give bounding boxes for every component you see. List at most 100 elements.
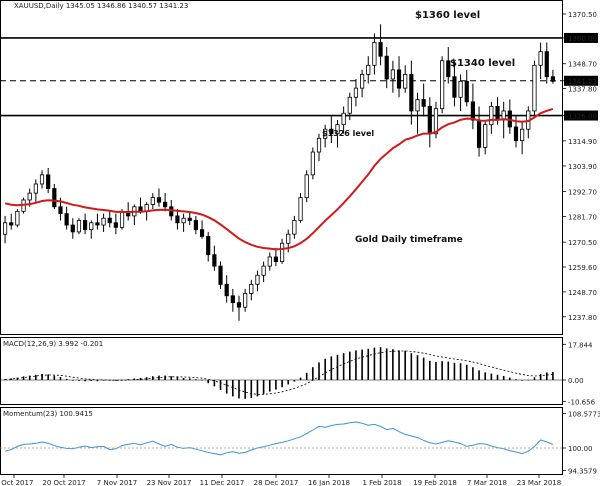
macd-bar [343, 353, 345, 380]
x-tick-label: 23 Nov 2017 [147, 479, 192, 486]
candle-body [114, 223, 117, 228]
y-tick-label: 1292.70 [568, 189, 597, 197]
candle-body [477, 120, 480, 147]
macd-bar [41, 374, 43, 380]
y-tick-label: 0.00 [568, 377, 584, 385]
macd-bar [435, 362, 437, 380]
x-tick-label: 7 Mar 2018 [467, 479, 507, 486]
macd-bar [417, 355, 419, 380]
candle-body [373, 43, 376, 66]
candle-body [225, 284, 228, 295]
candle-body [77, 220, 80, 231]
x-tick-label: 19 Feb 2018 [413, 479, 457, 486]
macd-bar [54, 376, 56, 380]
y-tick-label: 1259.60 [568, 264, 597, 272]
candle-body [176, 216, 179, 223]
y-tick-label: 1341.23 [568, 78, 597, 86]
candle-body [194, 220, 197, 229]
macd-bar [411, 353, 413, 380]
x-tick-label: 1 Feb 2018 [362, 479, 401, 486]
macd-bar [78, 380, 80, 381]
candle-body [3, 223, 6, 234]
candle-body [533, 65, 536, 111]
x-tick-label: 23 Mar 2018 [517, 479, 561, 486]
candle-body [299, 198, 302, 221]
macd-bar [472, 367, 474, 380]
macd-bar [47, 374, 49, 380]
macd-bar [183, 378, 185, 380]
macd-bar [466, 365, 468, 380]
candle [305, 170, 308, 202]
macd-bar [331, 356, 333, 380]
macd-bar [429, 361, 431, 380]
annotation-1360: $1360 level [415, 10, 480, 21]
candle-body [280, 243, 283, 261]
macd-bar [201, 380, 203, 381]
candle-body [484, 125, 487, 148]
macd-bar [546, 372, 548, 380]
x-tick-label: 16 Jan 2018 [308, 479, 350, 486]
candle-body [243, 293, 246, 307]
macd-bar [484, 372, 486, 380]
macd-bar [491, 374, 493, 380]
candle-body [40, 175, 43, 184]
macd-bar [318, 362, 320, 380]
price-header: XAUUSD,Daily 1345.05 1346.86 1340.57 134… [14, 2, 188, 10]
y-tick-label: 1360.00 [568, 35, 597, 43]
macd-bar [374, 348, 376, 380]
macd-bar [528, 380, 530, 381]
macd-bar [503, 376, 505, 380]
candle-body [342, 113, 345, 124]
macd-bar [497, 375, 499, 380]
candle-body [465, 81, 468, 102]
macd-bar [35, 375, 37, 380]
candle-body [360, 74, 363, 88]
candle-body [83, 220, 86, 229]
macd-bar [220, 380, 222, 390]
candle-body [108, 218, 111, 223]
macd-bar [380, 347, 382, 380]
macd-bar [386, 348, 388, 380]
candle-body [545, 52, 548, 77]
y-tick-label: 17.844 [568, 341, 593, 349]
candle-body [453, 77, 456, 98]
candle-body [367, 65, 370, 74]
candle-body [262, 266, 265, 275]
macd-bar [257, 380, 259, 396]
candle-body [391, 70, 394, 79]
y-tick-label: 1237.80 [568, 314, 597, 322]
candle-body [514, 127, 517, 141]
candle-body [385, 56, 388, 79]
candle-body [231, 296, 234, 303]
macd-bar [90, 380, 92, 381]
candle-body [34, 184, 37, 193]
macd-header: MACD(12,26,9) 3.992 -0.201 [3, 340, 103, 348]
candle-body [250, 284, 253, 293]
macd-bar [287, 380, 289, 384]
candle-body [440, 61, 443, 109]
y-tick-label: 1270.50 [568, 239, 597, 247]
macd-bar [232, 380, 234, 396]
macd-bar [72, 380, 74, 381]
macd-bar [66, 379, 68, 380]
candle [533, 61, 536, 116]
y-tick-label: 1248.70 [568, 289, 597, 297]
candle [440, 56, 443, 113]
candle-body [213, 255, 216, 266]
macd-bar [337, 355, 339, 380]
candle-body [59, 207, 62, 214]
candle-body [471, 102, 474, 120]
macd-bar [300, 378, 302, 380]
macd-bar [244, 380, 246, 399]
candle-body [157, 198, 160, 203]
macd-bar [454, 363, 456, 380]
macd-bar [195, 379, 197, 380]
macd-bar [269, 380, 271, 392]
candle-body [348, 97, 351, 113]
x-tick-label: 11 Dec 2017 [200, 479, 245, 486]
candle-body [96, 223, 99, 225]
macd-bar [540, 374, 542, 380]
macd-bar [521, 380, 523, 381]
candle-body [459, 81, 462, 97]
candle-body [256, 275, 259, 284]
